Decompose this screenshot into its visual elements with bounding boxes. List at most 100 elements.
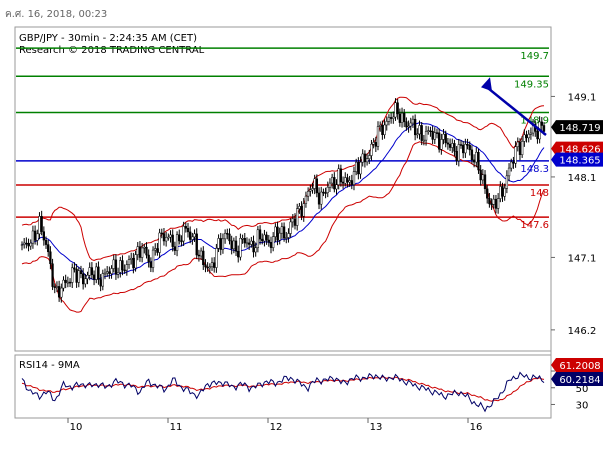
candle-body — [175, 234, 179, 251]
candle — [411, 115, 415, 128]
candle-body — [479, 169, 482, 181]
candle — [66, 276, 70, 288]
candle-body — [359, 161, 362, 175]
candle-body — [154, 248, 157, 251]
x-tick-label: 13 — [370, 422, 383, 433]
candle — [276, 221, 279, 246]
candle — [101, 269, 104, 291]
candle-body — [488, 198, 491, 205]
candle — [361, 149, 364, 167]
candle-body — [529, 132, 533, 135]
candle — [247, 238, 251, 250]
candle — [365, 153, 369, 166]
rsi-panel-frame — [14, 354, 552, 419]
candle — [51, 258, 54, 291]
candle — [440, 133, 443, 155]
candle-body — [442, 133, 445, 140]
candle-body — [416, 133, 419, 136]
candle — [160, 228, 163, 239]
candle-body — [149, 261, 153, 268]
candle — [252, 235, 255, 258]
candle-body — [330, 177, 334, 184]
candle — [132, 252, 135, 274]
candle — [311, 183, 314, 194]
candle — [448, 138, 452, 152]
candle-body — [420, 125, 423, 141]
candle-body — [36, 233, 39, 241]
candle-body — [516, 141, 519, 147]
y-tick-label: 148.1 — [568, 173, 597, 184]
candle — [368, 150, 371, 165]
candle — [95, 262, 98, 284]
candle — [53, 283, 56, 294]
candle — [422, 134, 426, 146]
candle-body — [82, 273, 85, 285]
candle — [158, 228, 161, 258]
candle-body — [472, 159, 476, 163]
candle-body — [448, 143, 452, 148]
candle — [272, 232, 275, 252]
candle — [505, 170, 509, 194]
price-badge-upper-band: 148.626 — [551, 141, 603, 156]
candle-body — [282, 226, 286, 239]
candle — [320, 186, 323, 210]
candle — [49, 246, 52, 270]
candle — [217, 234, 220, 253]
candle-body — [95, 266, 98, 280]
candle-body — [320, 191, 323, 205]
candle-body — [97, 266, 100, 280]
candle — [322, 188, 325, 197]
candle — [499, 181, 502, 203]
candle — [521, 136, 524, 158]
candle-body — [267, 239, 270, 243]
candle — [27, 238, 30, 252]
candle — [326, 181, 329, 198]
candle-body — [191, 236, 194, 240]
candle-body — [75, 268, 78, 283]
candle — [444, 130, 447, 148]
candle — [503, 183, 506, 201]
candle — [496, 193, 500, 214]
candle-body — [379, 124, 382, 127]
level-label: 147.6 — [520, 220, 549, 231]
header-symbol: GBP/JPY - 30min - 2:24:35 AM (CET) — [19, 33, 197, 44]
candle — [477, 148, 480, 174]
candle — [108, 266, 111, 279]
candle-body — [300, 206, 303, 217]
candle-body — [77, 270, 80, 283]
candle-body — [119, 260, 122, 273]
candle-body — [503, 188, 506, 197]
candle-body — [237, 250, 240, 258]
candle — [167, 233, 170, 241]
candle — [44, 236, 48, 249]
candle-body — [143, 246, 146, 249]
candle-body — [510, 161, 513, 169]
candle — [501, 182, 504, 202]
price-badge-label: 148.365 — [559, 156, 600, 167]
candle-body — [346, 177, 349, 183]
candle — [455, 146, 458, 166]
candle — [289, 218, 292, 238]
candle-body — [355, 161, 358, 172]
candle-body — [261, 238, 264, 242]
candle-body — [169, 234, 172, 238]
candle — [324, 187, 327, 199]
candle-body — [453, 143, 456, 152]
candle — [475, 147, 478, 168]
candle — [435, 128, 439, 139]
candle — [442, 128, 445, 145]
candle — [315, 174, 319, 198]
candle — [237, 245, 240, 263]
candle — [230, 235, 233, 255]
candle-body — [523, 134, 526, 142]
candle — [204, 259, 207, 273]
candle — [472, 154, 476, 168]
price-badge-shape — [551, 141, 603, 156]
candle-body — [352, 171, 356, 185]
candle — [451, 138, 454, 153]
candle — [140, 242, 144, 263]
rsi-badge-rsi-ma: 61.2008 — [551, 358, 603, 372]
candle-body — [398, 113, 401, 123]
candle-body — [486, 188, 489, 199]
candle — [278, 227, 281, 245]
